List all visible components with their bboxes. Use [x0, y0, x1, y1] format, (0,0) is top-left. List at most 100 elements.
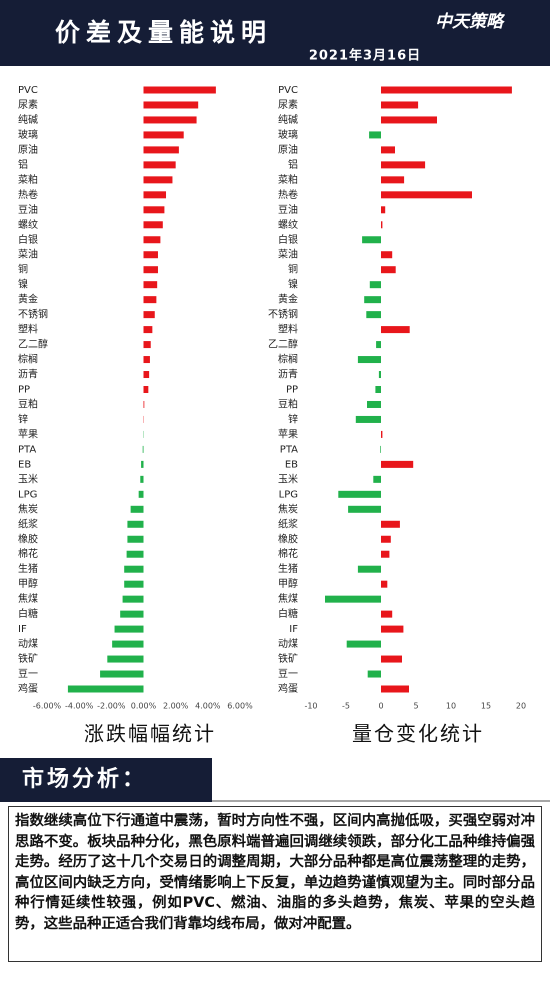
y-tick-label: 棉花 — [278, 547, 298, 560]
bar — [357, 565, 381, 573]
y-tick-label: LPG — [279, 489, 298, 500]
bar — [143, 356, 150, 364]
y-tick-label: 热卷 — [278, 188, 298, 201]
y-tick-label: 纸浆 — [18, 517, 38, 530]
x-tick-label: 20 — [516, 702, 526, 711]
bar — [375, 386, 381, 393]
y-tick-label: 螺纹 — [278, 218, 298, 231]
bar — [381, 266, 396, 274]
y-tick-label: 塑料 — [18, 323, 38, 336]
x-tick-label: 10 — [446, 702, 456, 711]
bar — [124, 580, 144, 588]
bar — [143, 341, 151, 349]
y-tick-label: 白糖 — [18, 607, 38, 620]
y-tick-label: 纸浆 — [278, 517, 298, 530]
y-tick-label: PVC — [18, 85, 38, 96]
bar — [381, 191, 472, 199]
bar — [362, 236, 381, 244]
bar — [143, 131, 184, 139]
y-tick-label: 铜 — [288, 264, 298, 276]
y-tick-label: PTA — [18, 444, 36, 455]
y-tick-label: LPG — [18, 489, 37, 500]
y-tick-label: 铁矿 — [278, 652, 298, 665]
y-tick-label: 鸡蛋 — [18, 682, 38, 695]
bar — [143, 161, 176, 169]
y-tick-label: 原油 — [18, 143, 38, 156]
x-tick-label: 15 — [481, 702, 491, 711]
y-tick-label: 苹果 — [278, 427, 298, 440]
y-tick-label: 棉花 — [18, 547, 38, 560]
date: 2021年3月16日 — [309, 48, 421, 64]
bar — [348, 505, 381, 513]
y-tick-label: 铝 — [18, 159, 28, 171]
y-tick-label: 不锈钢 — [268, 308, 298, 321]
logo: 中天策略 — [435, 12, 506, 32]
bar — [369, 131, 381, 139]
x-tick-label: -6.00% — [33, 702, 62, 711]
x-tick-label: -4.00% — [65, 702, 94, 711]
y-tick-label: 玻璃 — [18, 128, 38, 141]
bar — [381, 535, 391, 543]
y-tick-label: 豆一 — [278, 668, 298, 680]
y-tick-label: 镍 — [18, 278, 28, 291]
chart-title: 涨跌幅幅统计 — [84, 722, 216, 746]
y-tick-label: PP — [286, 385, 298, 396]
bar — [143, 101, 199, 109]
y-tick-label: EB — [285, 459, 298, 470]
bar — [143, 386, 149, 393]
bar — [143, 86, 216, 94]
bar — [120, 610, 144, 618]
bar — [364, 296, 381, 304]
y-tick-label: 焦煤 — [278, 592, 298, 605]
chart-title: 量仓变化统计 — [352, 722, 484, 746]
x-tick-label: 4.00% — [195, 702, 221, 711]
y-tick-label: PP — [18, 385, 30, 396]
bar — [140, 475, 144, 483]
y-tick-label: 甲醇 — [278, 577, 298, 590]
y-tick-label: 动煤 — [18, 637, 38, 650]
bar — [381, 101, 419, 109]
bar — [143, 191, 167, 199]
y-tick-label: 白糖 — [278, 607, 298, 620]
bar — [130, 505, 144, 513]
y-tick-label: PTA — [280, 444, 298, 455]
bar — [143, 206, 165, 214]
bar — [143, 400, 145, 408]
bar — [143, 311, 155, 319]
bar — [143, 296, 157, 304]
bar — [107, 655, 144, 663]
bar — [143, 221, 163, 229]
y-tick-label: 尿素 — [278, 98, 298, 111]
bar — [124, 565, 144, 573]
x-tick-label: 0 — [378, 702, 383, 711]
y-tick-label: PVC — [278, 85, 298, 96]
y-tick-label: 黄金 — [278, 293, 298, 306]
y-tick-label: 原油 — [278, 143, 298, 156]
y-tick-label: 玉米 — [278, 472, 298, 485]
bar — [369, 281, 381, 289]
bar — [381, 685, 409, 693]
y-tick-label: 锌 — [18, 412, 28, 425]
bar — [381, 116, 437, 124]
bar — [373, 475, 381, 483]
bar — [143, 326, 153, 334]
bar — [381, 206, 386, 214]
bar — [381, 86, 512, 94]
bar — [143, 146, 179, 154]
section-bg — [0, 758, 212, 802]
bar — [143, 236, 161, 244]
x-tick-label: 2.00% — [163, 702, 189, 711]
y-tick-label: 热卷 — [18, 188, 38, 201]
y-tick-label: 豆油 — [18, 203, 38, 216]
y-tick-label: 菜粕 — [18, 173, 38, 186]
y-tick-label: 玉米 — [18, 472, 38, 485]
bar — [142, 445, 144, 453]
bar — [381, 161, 426, 169]
bar — [325, 595, 381, 603]
y-tick-label: 菜粕 — [278, 173, 298, 186]
y-tick-label: 动煤 — [278, 637, 298, 650]
y-tick-label: 菜油 — [18, 248, 38, 261]
bar — [381, 221, 383, 229]
bar — [143, 251, 158, 259]
bar — [143, 266, 158, 274]
